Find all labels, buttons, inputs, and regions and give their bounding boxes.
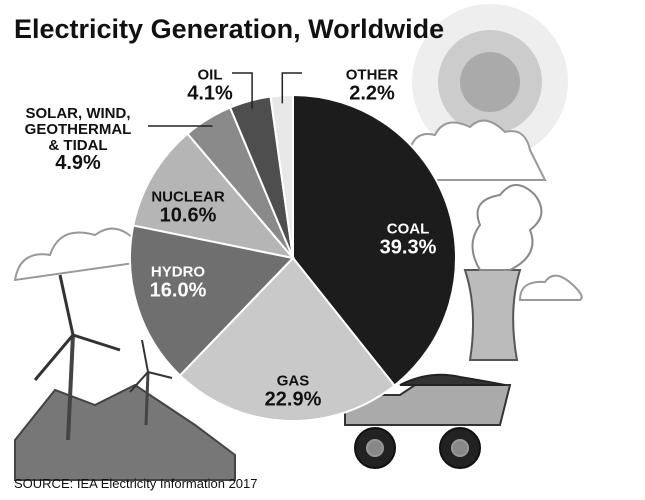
slice-label: NUCLEAR 10.6%: [151, 188, 225, 227]
slice-label: GAS 22.9%: [264, 372, 322, 411]
value-label: 4.1%: [187, 82, 233, 105]
leader-line: [281, 72, 302, 104]
value-label: 4.9%: [55, 152, 101, 175]
slice-label: OTHER 2.2%: [345, 66, 399, 105]
value-label: 22.9%: [264, 388, 322, 411]
category-label: GAS: [276, 372, 310, 390]
value-label: 16.0%: [149, 279, 207, 302]
value-label: 10.6%: [159, 204, 217, 227]
value-label: 39.3%: [379, 236, 437, 259]
chart-title: Electricity Generation, Worldwide: [14, 14, 445, 44]
category-label: OTHER: [345, 66, 399, 84]
category-label: COAL: [386, 220, 430, 238]
pie-slice: [178, 256, 396, 422]
category-label: OIL: [197, 66, 223, 84]
pie: [129, 93, 457, 422]
pie-slice: [292, 93, 457, 387]
slice-label: COAL 39.3%: [379, 220, 437, 259]
category-label: NUCLEAR: [151, 188, 225, 206]
slice-label: SOLAR, WIND, GEOTHERMAL & TIDAL 4.9%: [22, 104, 134, 175]
slice-label: OIL 4.1%: [187, 66, 233, 105]
pie-slice: [132, 132, 296, 260]
category-label: HYDRO: [150, 263, 206, 281]
slice-label: HYDRO 16.0%: [149, 263, 207, 302]
source-note: SOURCE: IEA Electricity Information 2017: [14, 476, 258, 491]
pie-slice: [129, 224, 295, 377]
background-art: [13, 4, 583, 481]
leaders: [148, 72, 302, 127]
category-label: SOLAR, WIND, GEOTHERMAL & TIDAL: [24, 104, 132, 154]
value-label: 2.2%: [349, 82, 395, 105]
leader-line: [232, 72, 253, 109]
